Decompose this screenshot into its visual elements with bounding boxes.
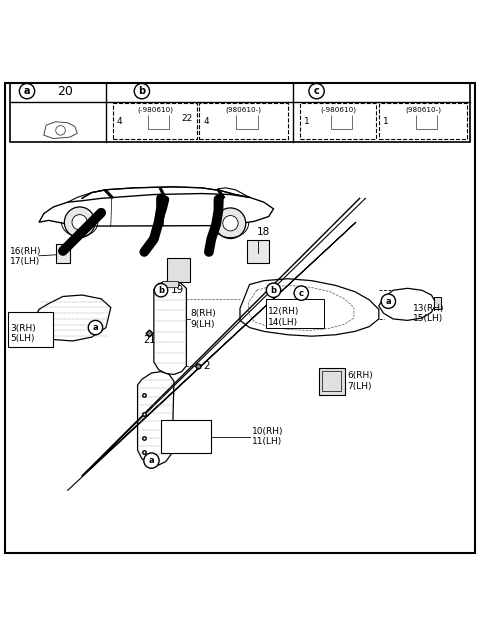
Text: 16(RH)
17(LH): 16(RH) 17(LH) (10, 247, 42, 266)
Text: b: b (138, 86, 145, 96)
Circle shape (72, 214, 87, 230)
Bar (323, 371, 341, 391)
Text: a: a (24, 86, 30, 96)
Circle shape (223, 216, 238, 231)
Circle shape (144, 453, 159, 468)
Circle shape (215, 208, 246, 238)
Text: a: a (385, 297, 391, 306)
Bar (167, 258, 190, 282)
Text: c: c (314, 86, 320, 96)
Text: 12(RH)
14(LH): 12(RH) 14(LH) (268, 307, 299, 327)
Bar (56, 244, 70, 263)
Text: a: a (93, 323, 98, 332)
Text: 13(RH)
15(LH): 13(RH) 15(LH) (413, 303, 445, 323)
Text: 20: 20 (58, 85, 73, 98)
Bar (300, 103, 376, 139)
Bar (199, 103, 288, 139)
Polygon shape (105, 190, 113, 198)
Text: 4: 4 (117, 116, 122, 125)
Polygon shape (240, 279, 379, 336)
Text: (980610-): (980610-) (226, 107, 262, 113)
Text: 22: 22 (181, 114, 192, 123)
Text: b: b (271, 286, 276, 294)
Polygon shape (217, 189, 225, 198)
Circle shape (381, 294, 396, 308)
Polygon shape (138, 371, 174, 466)
Text: 3(RH)
5(LH): 3(RH) 5(LH) (10, 324, 36, 343)
Bar (319, 368, 345, 394)
Text: 4: 4 (203, 116, 209, 125)
Text: 1: 1 (304, 116, 310, 125)
Text: 2: 2 (204, 361, 210, 371)
Bar (113, 103, 197, 139)
Text: (-980610): (-980610) (320, 107, 356, 113)
Text: (-980610): (-980610) (137, 107, 173, 113)
Bar (8, 312, 53, 347)
Bar (379, 103, 468, 139)
Text: 1: 1 (383, 116, 388, 125)
Text: 18: 18 (257, 226, 271, 237)
Circle shape (19, 83, 35, 99)
Text: (980610-): (980610-) (405, 107, 441, 113)
Polygon shape (159, 188, 166, 198)
Bar (266, 299, 324, 328)
Text: 6(RH)
7(LH): 6(RH) 7(LH) (348, 371, 373, 391)
Polygon shape (39, 193, 274, 226)
Bar (434, 298, 441, 309)
Polygon shape (34, 295, 111, 341)
Bar (247, 240, 269, 263)
Text: b: b (158, 286, 164, 294)
Text: a: a (149, 456, 154, 465)
Text: 10(RH)
11(LH): 10(RH) 11(LH) (252, 427, 284, 446)
Bar (161, 420, 211, 453)
Polygon shape (379, 288, 436, 321)
Circle shape (155, 284, 168, 297)
Circle shape (266, 283, 281, 298)
Bar (10, 83, 470, 142)
Circle shape (309, 83, 324, 99)
Bar (161, 281, 178, 287)
Circle shape (64, 207, 95, 238)
Circle shape (294, 286, 309, 300)
Circle shape (88, 321, 103, 335)
Polygon shape (154, 280, 186, 375)
Text: 19: 19 (171, 286, 184, 296)
Circle shape (134, 83, 150, 99)
Text: c: c (299, 289, 304, 298)
Text: 8(RH)
9(LH): 8(RH) 9(LH) (190, 309, 216, 329)
Text: 21: 21 (144, 335, 156, 345)
